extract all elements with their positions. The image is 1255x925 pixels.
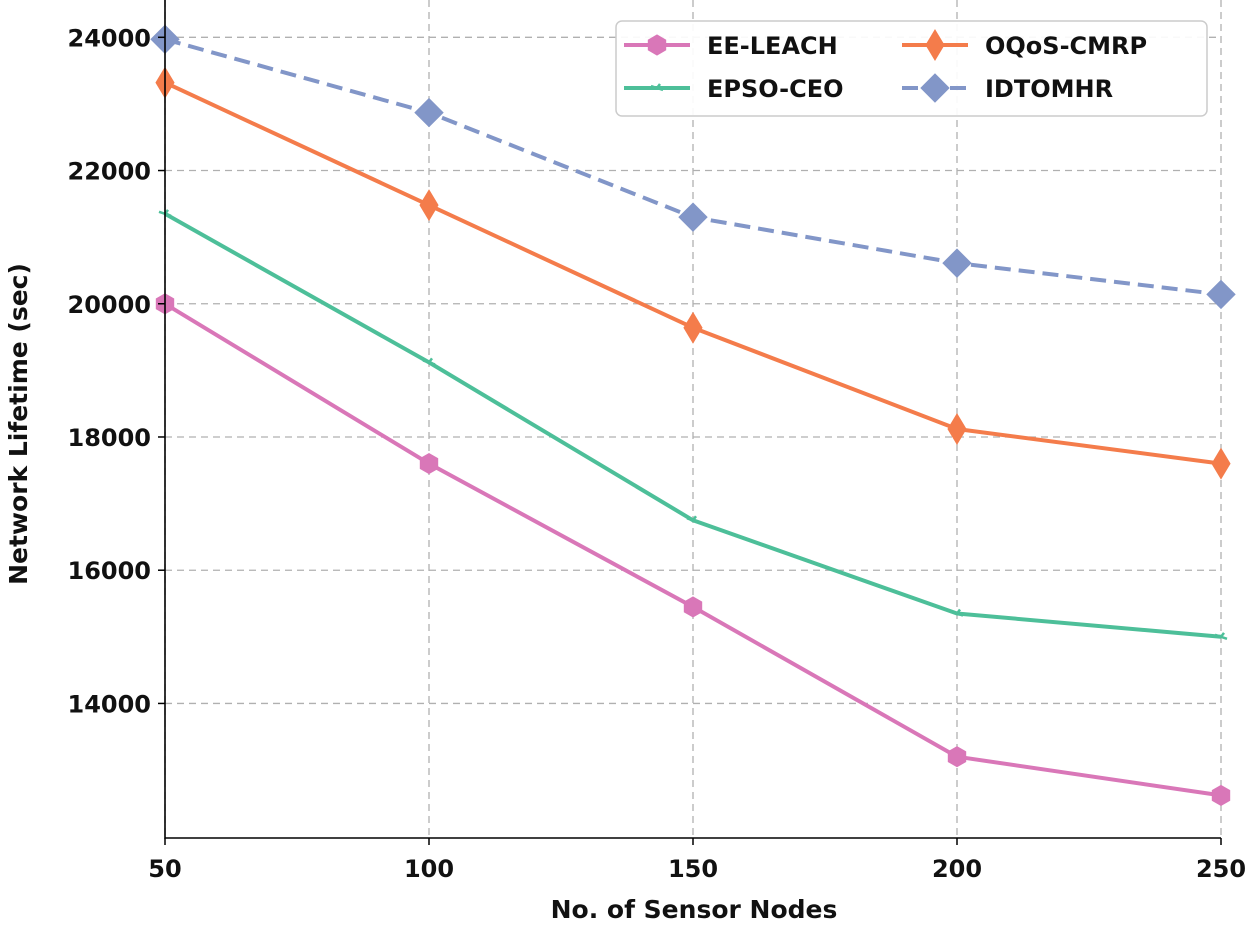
legend-label: EPSO-CEO <box>707 75 844 103</box>
data-point-oqos-cmrp <box>947 413 967 445</box>
x-tick-label: 100 <box>404 855 454 883</box>
x-tick-label: 150 <box>668 855 718 883</box>
data-point-ee-leach <box>947 746 967 768</box>
data-point-idtomhr <box>1206 279 1236 310</box>
y-tick-label: 20000 <box>68 291 152 319</box>
series-epso-ceo <box>158 209 1228 641</box>
legend-item-ee-leach: EE-LEACH <box>624 32 838 60</box>
y-tick-label: 24000 <box>68 24 152 52</box>
series-oqos-cmrp <box>155 66 1231 480</box>
y-tick-label: 22000 <box>68 158 152 186</box>
y-tick-label: 14000 <box>68 690 152 718</box>
x-tick-label: 250 <box>1196 855 1246 883</box>
series-layer <box>150 24 1236 806</box>
data-point-epso-ceo <box>686 515 700 524</box>
legend-item-oqos-cmrp: OQoS-CMRP <box>902 29 1147 61</box>
legend-frame <box>615 20 1208 117</box>
data-point-ee-leach <box>1211 784 1231 806</box>
grid-layer <box>164 0 1222 838</box>
y-tick-label: 18000 <box>68 424 152 452</box>
data-point-oqos-cmrp <box>683 311 703 344</box>
legend-label: OQoS-CMRP <box>985 32 1147 60</box>
y-axis-label: Network Lifetime (sec) <box>4 263 33 585</box>
data-point-idtomhr <box>678 202 708 232</box>
legend: EE-LEACH EPSO-CEO OQoS-CMRP IDTOMHR <box>615 20 1208 117</box>
y-tick-label: 16000 <box>68 557 152 585</box>
series-line-oqos-cmrp <box>164 80 1222 466</box>
legend-marker <box>920 73 950 103</box>
data-point-ee-leach <box>419 453 439 475</box>
legend-item-epso-ceo: EPSO-CEO <box>624 75 844 103</box>
data-point-ee-leach <box>683 596 703 618</box>
legend-label: EE-LEACH <box>707 32 838 60</box>
tick-layer: 50 100 150 200 250 14000 16000 18000 20000 22000 2… <box>68 24 1247 883</box>
legend-marker <box>647 34 667 56</box>
legend-marker <box>925 29 945 61</box>
data-point-idtomhr <box>942 248 972 278</box>
data-point-epso-ceo <box>1214 632 1228 641</box>
series-idtomhr <box>150 24 1236 310</box>
data-point-oqos-cmrp <box>1211 447 1231 480</box>
x-tick-label: 50 <box>148 855 181 883</box>
data-point-epso-ceo <box>422 357 436 366</box>
legend-label: IDTOMHR <box>985 75 1113 103</box>
x-axis-label: No. of Sensor Nodes <box>551 895 838 924</box>
x-tick-label: 200 <box>932 855 982 883</box>
data-point-oqos-cmrp <box>419 189 439 222</box>
legend-item-idtomhr: IDTOMHR <box>902 73 1113 103</box>
data-point-idtomhr <box>414 97 444 128</box>
series-ee-leach <box>155 293 1231 806</box>
legend-marker <box>650 83 664 92</box>
data-point-epso-ceo <box>950 608 964 617</box>
